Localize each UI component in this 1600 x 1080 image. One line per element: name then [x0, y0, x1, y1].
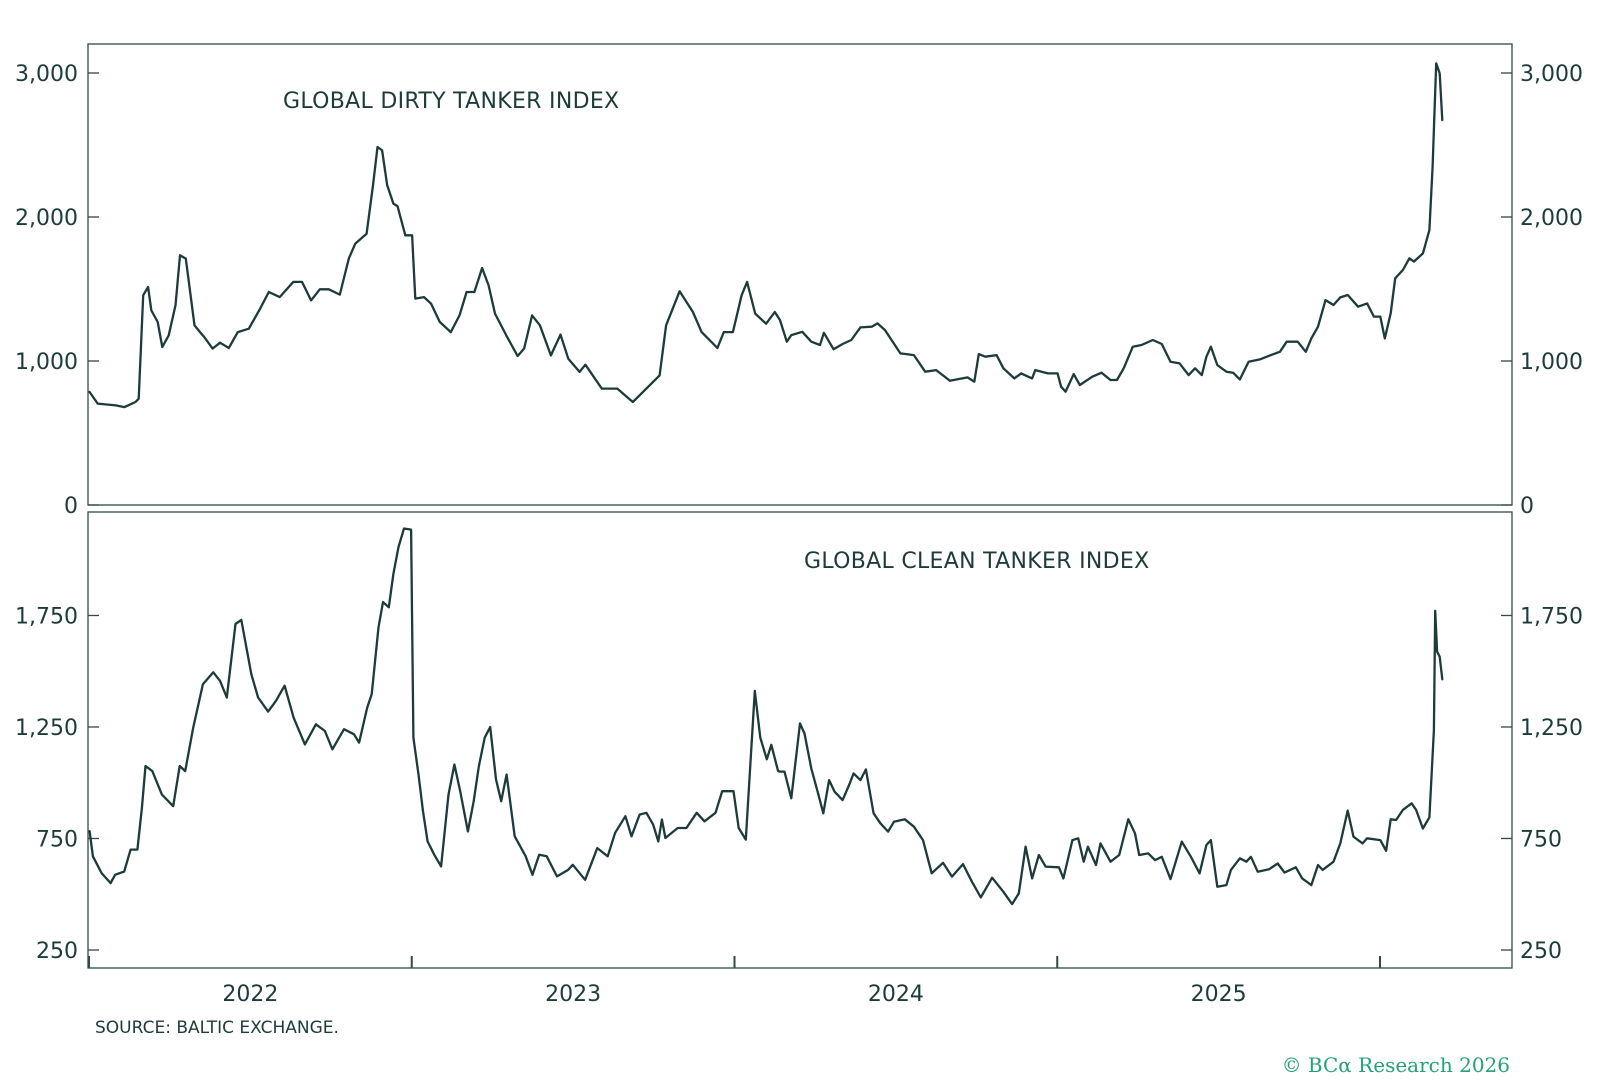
dirty-right-tick-label: 2,000	[1520, 206, 1583, 231]
clean-left-tick-label: 1,250	[15, 716, 78, 741]
dirty-right-tick-label: 3,000	[1520, 62, 1583, 87]
dirty-panel-title: GLOBAL DIRTY TANKER INDEX	[283, 89, 619, 114]
clean-right-tick-label: 750	[1520, 827, 1562, 852]
clean-tanker-index-line	[88, 527, 1444, 906]
clean-panel-title: GLOBAL CLEAN TANKER INDEX	[804, 549, 1149, 574]
source-note: SOURCE: BALTIC EXCHANGE.	[95, 1018, 339, 1038]
clean-left-tick-label: 750	[36, 827, 78, 852]
dirty-left-tick-label: 0	[64, 494, 78, 519]
dirty-left-tick-label: 1,000	[15, 350, 78, 375]
clean-right-tick-label: 1,750	[1520, 604, 1583, 629]
clean-left-tick-label: 1,750	[15, 604, 78, 629]
dirty-left-tick-label: 2,000	[15, 206, 78, 231]
clean-right-tick-label: 1,250	[1520, 716, 1583, 741]
x-tick-label: 2022	[222, 982, 278, 1007]
dirty-left-tick-label: 3,000	[15, 62, 78, 87]
dirty-tanker-index-line	[88, 62, 1444, 409]
dirty-right-tick-label: 0	[1520, 494, 1534, 519]
clean-right-tick-label: 250	[1520, 939, 1562, 964]
dirty-panel-frame	[87, 43, 1513, 506]
dirty-tanker-panel: GLOBAL DIRTY TANKER INDEX 0 0 1,000 1,000 2,…	[15, 43, 1583, 519]
x-tick-label: 2025	[1191, 982, 1247, 1007]
clean-left-tick-label: 250	[36, 939, 78, 964]
clean-panel-frame	[87, 511, 1513, 969]
dirty-right-tick-label: 1,000	[1520, 350, 1583, 375]
x-tick-label: 2023	[545, 982, 601, 1007]
copyright-logo: © BCα Research 2026	[1281, 1053, 1510, 1077]
x-tick-label: 2024	[868, 982, 924, 1007]
clean-tanker-panel: GLOBAL CLEAN TANKER INDEX 250 250 750 750 1,…	[15, 511, 1583, 1007]
